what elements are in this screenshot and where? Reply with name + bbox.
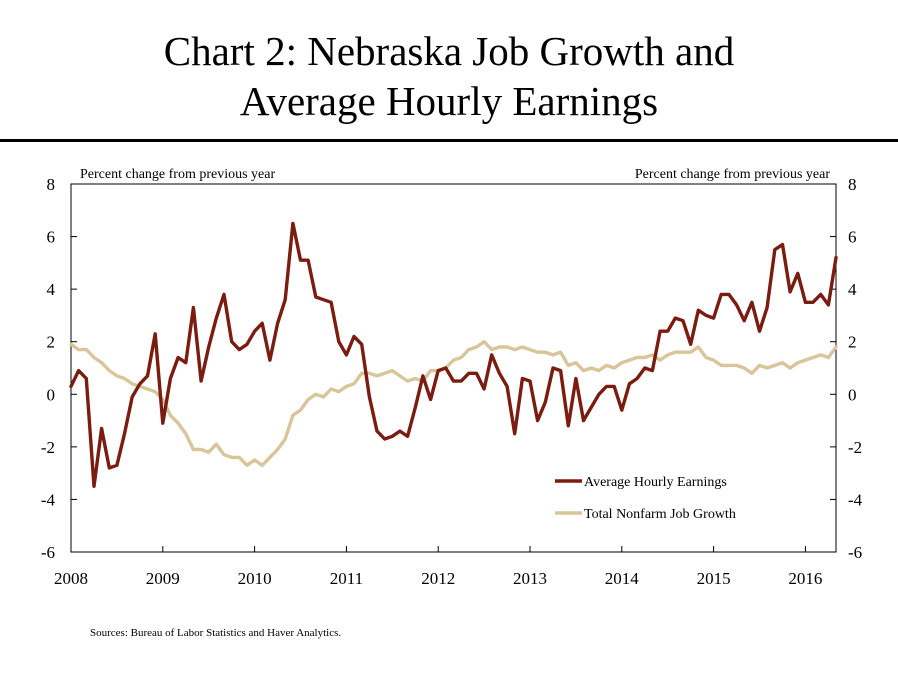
y-tick-label-left: -2 bbox=[41, 438, 55, 457]
y-tick-label-right: 4 bbox=[848, 280, 857, 299]
x-tick-label: 2016 bbox=[788, 569, 822, 588]
x-tick-label: 2010 bbox=[238, 569, 272, 588]
chart-title: Chart 2: Nebraska Job Growth and Average… bbox=[0, 26, 898, 126]
legend-label: Average Hourly Earnings bbox=[584, 475, 727, 490]
y-axis-label-left: Percent change from previous year bbox=[80, 167, 275, 182]
y-tick-label-left: -6 bbox=[41, 543, 55, 562]
y-axis-label-right: Percent change from previous year bbox=[635, 167, 830, 182]
x-tick-label: 2013 bbox=[513, 569, 547, 588]
plot-frame bbox=[70, 183, 837, 553]
y-tick-label-left: 8 bbox=[47, 175, 56, 194]
x-tick-label: 2014 bbox=[605, 569, 640, 588]
y-tick-label-left: 6 bbox=[47, 228, 56, 247]
source-note: Sources: Bureau of Labor Statistics and … bbox=[90, 627, 342, 639]
y-tick-label-right: -4 bbox=[848, 490, 863, 509]
y-tick-label-left: 4 bbox=[47, 280, 56, 299]
chart-title-line-2: Average Hourly Earnings bbox=[239, 78, 659, 124]
y-tick-label-right: 8 bbox=[848, 175, 857, 194]
x-tick-label: 2008 bbox=[54, 569, 88, 588]
y-tick-label-right: 6 bbox=[848, 228, 857, 247]
y-tick-label-right: -2 bbox=[848, 438, 862, 457]
y-tick-label-right: -6 bbox=[848, 543, 862, 562]
y-tick-label-left: 0 bbox=[47, 385, 56, 404]
series-line-average-hourly-earnings bbox=[69, 221, 838, 488]
x-tick-label: 2009 bbox=[146, 569, 180, 588]
y-tick-label-right: 0 bbox=[848, 385, 857, 404]
series-line-total-nonfarm-job-growth bbox=[69, 340, 838, 467]
y-tick-label-left: 2 bbox=[47, 333, 56, 352]
legend-label: Total Nonfarm Job Growth bbox=[584, 507, 736, 522]
y-tick-label-left: -4 bbox=[41, 490, 56, 509]
x-tick-label: 2012 bbox=[421, 569, 455, 588]
chart-title-line-1: Chart 2: Nebraska Job Growth and bbox=[163, 28, 735, 74]
y-tick-label-right: 2 bbox=[848, 333, 857, 352]
title-divider bbox=[0, 139, 898, 142]
x-tick-label: 2011 bbox=[330, 569, 363, 588]
x-tick-label: 2015 bbox=[697, 569, 731, 588]
